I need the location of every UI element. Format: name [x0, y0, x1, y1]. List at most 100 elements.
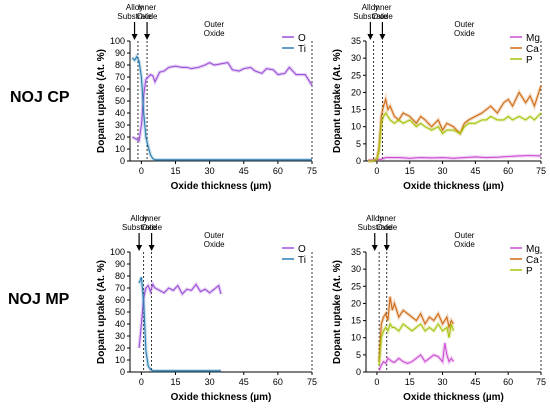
series-line-ca [368, 85, 542, 162]
x-tick-label: 30 [438, 166, 448, 176]
annotation-label: Substrate [122, 223, 157, 232]
y-tick-label: 80 [115, 60, 125, 70]
series-line-mg [368, 154, 542, 161]
annotation-label: Oxide [141, 223, 162, 232]
y-tick-label: 15 [351, 316, 361, 326]
annotation-label: Alloy [126, 3, 143, 12]
y-tick-label: 70 [115, 72, 125, 82]
y-tick-label: 60 [115, 295, 125, 305]
legend-label-ca: Ca [526, 44, 539, 55]
y-tick-label: 70 [115, 283, 125, 293]
annotation-label: Oxide [204, 240, 225, 249]
x-tick-label: 15 [170, 166, 180, 176]
annotation-arrowhead [131, 34, 138, 40]
y-tick-label: 20 [115, 132, 125, 142]
annotation-label: Oxide [454, 29, 475, 38]
y-tick-label: 20 [351, 298, 361, 308]
x-tick-label: 60 [503, 377, 513, 387]
y-tick-label: 10 [115, 355, 125, 365]
y-tick-label: 25 [351, 281, 361, 291]
y-axis-label: Dopant uptake (At. %) [332, 260, 343, 364]
y-tick-label: 15 [351, 105, 361, 115]
y-tick-label: 10 [115, 144, 125, 154]
annotation-label: Oxide [376, 223, 397, 232]
annotation-label: Substrate [117, 12, 152, 21]
y-tick-label: 50 [115, 96, 125, 106]
y-tick-label: 35 [351, 36, 361, 46]
panel-cp-o-ti: 0 10 20 30 40 50 60 70 80 90 100 0 15 30 45 60 75 Oxide t… [96, 3, 317, 192]
x-tick-label: 0 [374, 377, 379, 387]
annotation-label: Outer [454, 231, 474, 240]
y-tick-label: 5 [356, 139, 361, 149]
annotation-label: Inner [142, 214, 161, 223]
y-tick-label: 0 [356, 156, 361, 166]
x-tick-label: 60 [273, 166, 283, 176]
annotation-label: Inner [138, 3, 157, 12]
annotation-label: Alloy [130, 214, 147, 223]
legend-label-ti: Ti [298, 44, 306, 55]
y-tick-label: 35 [351, 247, 361, 257]
x-axis-label: Oxide thickness (µm) [403, 181, 504, 192]
x-tick-label: 75 [536, 166, 546, 176]
series-line-ca [378, 296, 454, 362]
y-tick-label: 30 [115, 331, 125, 341]
x-tick-label: 60 [503, 166, 513, 176]
y-axis-label: Dopant uptake (At. %) [96, 49, 107, 153]
series-band-o [131, 60, 314, 144]
y-tick-label: 25 [351, 70, 361, 80]
y-tick-label: 40 [115, 108, 125, 118]
y-tick-label: 80 [115, 271, 125, 281]
x-tick-label: 30 [438, 377, 448, 387]
y-tick-label: 10 [351, 122, 361, 132]
annotation-label: Inner [373, 3, 392, 12]
panel-cp-mg-ca-p: 0 5 10 15 20 25 30 35 0 15 30 45 60 75 Oxide thickness… [332, 3, 546, 192]
row-label-noj-cp: NOJ CP [10, 89, 70, 106]
x-tick-label: 75 [307, 166, 317, 176]
annotation-label: Outer [454, 20, 474, 29]
series-line-o [138, 283, 222, 349]
x-axis-label: Oxide thickness (µm) [403, 392, 504, 403]
x-tick-label: 15 [405, 377, 415, 387]
x-tick-label: 0 [139, 166, 144, 176]
y-tick-label: 20 [115, 343, 125, 353]
x-axis-label: Oxide thickness (µm) [171, 181, 272, 192]
y-tick-label: 90 [115, 48, 125, 58]
x-tick-label: 45 [470, 377, 480, 387]
x-tick-label: 30 [205, 166, 215, 176]
y-tick-label: 30 [115, 120, 125, 130]
annotation-label: Inner [378, 214, 397, 223]
legend-label-p: P [526, 266, 533, 277]
annotation-arrowhead [136, 245, 143, 251]
legend-label-mg: Mg [526, 33, 540, 44]
annotation-arrowhead [371, 245, 378, 251]
y-tick-label: 30 [351, 53, 361, 63]
y-tick-label: 20 [351, 87, 361, 97]
annotation-label: Alloy [362, 3, 379, 12]
x-axis-label: Oxide thickness (µm) [171, 392, 272, 403]
series-line-o [132, 61, 313, 142]
x-tick-label: 60 [273, 377, 283, 387]
series-line-ti [138, 277, 221, 372]
legend-label-ti: Ti [298, 255, 306, 266]
y-tick-label: 50 [115, 307, 125, 317]
y-tick-label: 100 [110, 247, 125, 257]
series-band-mg [377, 342, 455, 371]
x-tick-label: 0 [139, 377, 144, 387]
annotation-label: Substrate [353, 12, 388, 21]
x-tick-label: 75 [536, 377, 546, 387]
x-tick-label: 30 [205, 377, 215, 387]
legend-label-o: O [298, 33, 306, 44]
y-tick-label: 0 [356, 367, 361, 377]
x-tick-label: 45 [239, 166, 249, 176]
y-tick-label: 30 [351, 264, 361, 274]
annotation-label: Oxide [454, 240, 475, 249]
annotation-label: Substrate [358, 223, 393, 232]
x-tick-label: 45 [470, 166, 480, 176]
y-axis-label: Dopant uptake (At. %) [96, 260, 107, 364]
legend-label-p: P [526, 55, 533, 66]
annotation-label: Outer [204, 20, 224, 29]
row-label-noj-mp: NOJ MP [8, 291, 70, 308]
annotation-label: Oxide [137, 12, 158, 21]
